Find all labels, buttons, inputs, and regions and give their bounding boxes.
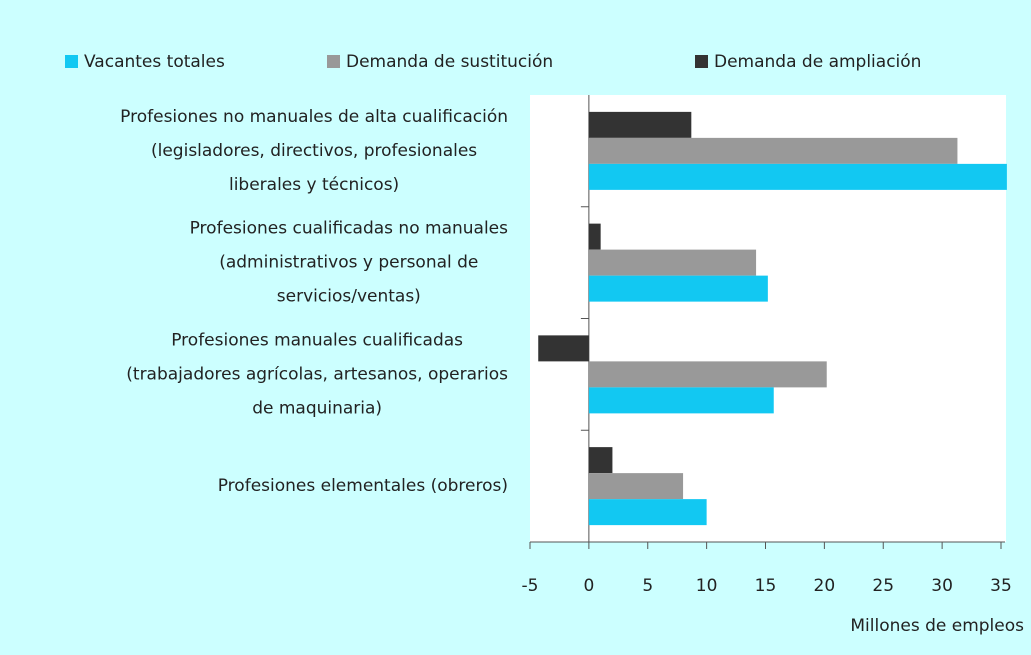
bar <box>588 499 707 526</box>
bar <box>588 249 757 276</box>
y-tick-label: de maquinaria) <box>252 398 382 418</box>
x-tick-label: 5 <box>642 576 653 596</box>
bar <box>588 361 827 388</box>
legend-label: Demanda de sustitución <box>346 52 553 72</box>
x-tick-label: 25 <box>872 576 894 596</box>
x-tick-label: 15 <box>755 576 777 596</box>
x-tick-label: -5 <box>522 576 539 596</box>
bar <box>588 137 958 164</box>
y-tick-label: (legisladores, directivos, profesionales <box>151 141 477 161</box>
legend-label: Vacantes totales <box>84 52 225 72</box>
y-tick-label: Profesiones no manuales de alta cualific… <box>120 107 508 127</box>
legend-swatch <box>327 55 340 68</box>
bar <box>538 335 589 362</box>
x-tick-label: 10 <box>696 576 718 596</box>
bar <box>588 223 601 250</box>
legend-label: Demanda de ampliación <box>714 52 921 72</box>
bar <box>588 447 613 474</box>
bar <box>588 111 692 138</box>
bar <box>588 473 684 500</box>
x-tick-label: 35 <box>990 576 1012 596</box>
y-tick-label: Profesiones elementales (obreros) <box>218 476 508 496</box>
x-tick-label: 20 <box>814 576 836 596</box>
y-tick-label: liberales y técnicos) <box>229 175 399 195</box>
legend-swatch <box>695 55 708 68</box>
bar <box>588 163 1007 190</box>
legend-swatch <box>65 55 78 68</box>
bar <box>588 387 774 414</box>
y-tick-label: Profesiones cualificadas no manuales <box>190 219 509 239</box>
x-tick-label: 0 <box>583 576 594 596</box>
y-tick-label: Profesiones manuales cualificadas <box>171 330 463 350</box>
x-axis-label: Millones de empleos <box>850 616 1024 636</box>
y-tick-label: (administrativos y personal de <box>219 253 478 273</box>
bar <box>588 275 768 302</box>
y-tick-label: servicios/ventas) <box>277 287 421 307</box>
x-tick-label: 30 <box>931 576 953 596</box>
y-tick-label: (trabajadores agrícolas, artesanos, oper… <box>126 364 508 384</box>
